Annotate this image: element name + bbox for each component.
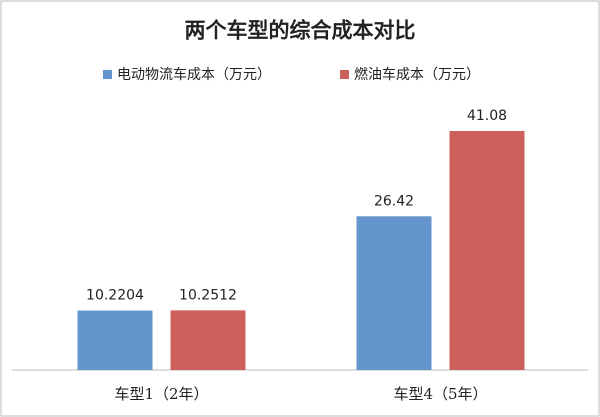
bar: [449, 131, 525, 370]
bar: [170, 310, 246, 370]
bar: [356, 216, 432, 370]
legend-label: 燃油车成本（万元）: [354, 66, 480, 83]
data-label: 10.2204: [86, 288, 144, 304]
data-label: 26.42: [374, 193, 414, 209]
legend-swatch: [340, 70, 349, 79]
data-label: 41.08: [467, 108, 507, 124]
bar: [77, 310, 153, 370]
x-tick-label: 车型1（2年）: [114, 385, 208, 403]
data-label: 10.2512: [179, 287, 237, 303]
x-tick-label: 车型4（5年）: [393, 385, 487, 403]
chart-title: 两个车型的综合成本对比: [185, 18, 416, 43]
legend-swatch: [103, 70, 112, 79]
legend-label: 电动物流车成本（万元）: [117, 66, 271, 83]
